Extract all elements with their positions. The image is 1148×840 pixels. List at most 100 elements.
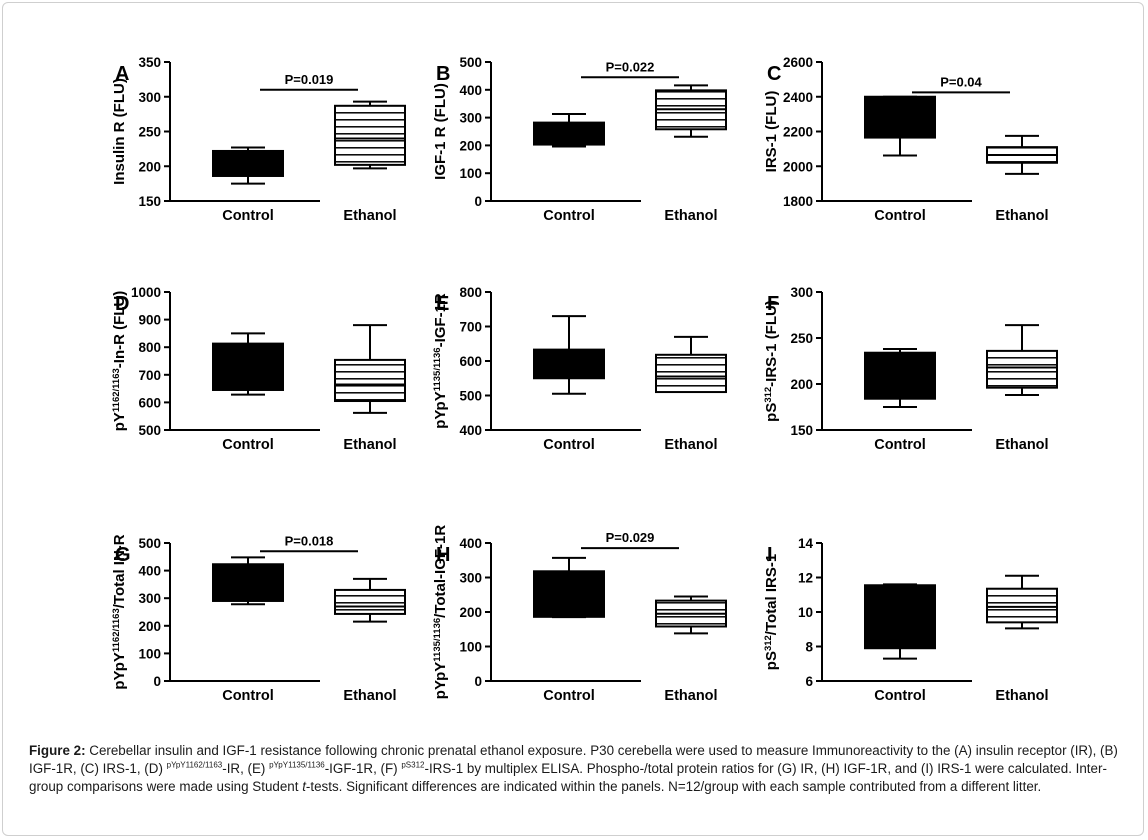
y-tick-label: 500 <box>138 536 161 551</box>
x-category-label: Control <box>874 437 926 453</box>
y-tick-label: 700 <box>459 320 482 335</box>
y-axis-label: IRS-1 (FLU) <box>763 91 780 173</box>
panel-letter: E <box>436 293 449 315</box>
box-iqr <box>986 587 1058 624</box>
x-category-label: Ethanol <box>343 437 396 453</box>
y-tick-label: 100 <box>138 646 161 661</box>
figure-panels: A 150 200 250 300 350 Insulin R (FLU) Control Et… <box>111 55 1058 704</box>
y-axis-label: pYpY1162/1163/Total IN-R <box>111 534 129 689</box>
y-tick-label: 600 <box>138 395 161 410</box>
x-category-label: Control <box>222 688 274 704</box>
panel-g: G 0 100 200 300 400 500 pYpY1162/1163/Total IN-… <box>111 533 406 704</box>
y-axis-label-text: -IGF-1R <box>432 293 449 347</box>
y-axis-label: pS312/Total IRS-1 <box>763 554 781 670</box>
y-tick-label: 500 <box>459 55 482 70</box>
box-control: Control <box>864 583 936 704</box>
box-control: Control <box>533 556 605 704</box>
p-value-annotation: P=0.019 <box>285 72 334 87</box>
x-category-label: Control <box>543 437 595 453</box>
caption-superscript: pYpY1135/1136 <box>269 760 325 770</box>
x-category-label: Control <box>222 437 274 453</box>
box-iqr <box>334 104 406 166</box>
y-tick-label: 150 <box>790 423 813 438</box>
caption-text: -IRS-1 by multiplex ELISA. Phospho-/tota… <box>29 761 1107 794</box>
y-axis-label-text: -IRS-1 (FLU) <box>763 300 780 387</box>
y-axis-label-text: pY <box>111 412 128 431</box>
x-category-label: Ethanol <box>995 688 1048 704</box>
y-axis-label: pS312-IRS-1 (FLU) <box>763 300 781 422</box>
box-ethanol: Ethanol <box>334 324 406 453</box>
y-tick-label: 250 <box>790 331 813 346</box>
y-tick-label: 10 <box>798 605 813 620</box>
y-tick-label: 100 <box>459 640 482 655</box>
box-iqr <box>533 121 605 146</box>
panel-letter: D <box>115 293 129 315</box>
caption-italic: t <box>302 779 306 794</box>
y-axis-label-text: /Total IRS-1 <box>763 554 780 635</box>
panel-letter: A <box>115 63 129 85</box>
caption-text: -tests. Significant differences are indi… <box>305 779 1042 794</box>
box-ethanol: Ethanol <box>655 84 727 224</box>
y-axis-label: IGF-1 R (FLU) <box>432 83 449 180</box>
box-control: Control <box>212 332 284 453</box>
p-value-annotation: P=0.04 <box>940 74 982 89</box>
y-axis-label-text: pS <box>763 403 780 422</box>
y-tick-label: 800 <box>459 285 482 300</box>
y-tick-label: 300 <box>138 90 161 105</box>
y-axis-label-superscript: 1162/1163 <box>111 608 122 652</box>
y-tick-label: 2000 <box>783 159 813 174</box>
x-category-label: Control <box>543 208 595 224</box>
y-tick-label: 400 <box>459 536 482 551</box>
panel-letter: F <box>767 293 779 315</box>
box-iqr <box>986 349 1058 389</box>
x-category-label: Ethanol <box>995 208 1048 224</box>
caption-text: -IGF-1R, (F) <box>324 761 402 776</box>
box-control: Control <box>864 95 936 224</box>
y-tick-label: 14 <box>798 536 814 551</box>
box-control: Control <box>212 556 284 704</box>
y-tick-label: 6 <box>805 674 813 689</box>
box-iqr <box>533 570 605 618</box>
caption-text: -IR, (E) <box>222 761 270 776</box>
box-control: Control <box>533 112 605 224</box>
y-axis-label-superscript: 1135/1136 <box>432 618 443 662</box>
box-ethanol: Ethanol <box>334 577 406 704</box>
y-tick-label: 200 <box>790 377 813 392</box>
y-tick-label: 400 <box>459 83 482 98</box>
y-tick-label: 1000 <box>131 285 161 300</box>
y-tick-label: 200 <box>459 605 482 620</box>
y-tick-label: 2400 <box>783 90 813 105</box>
y-tick-label: 200 <box>459 138 482 153</box>
y-axis-label-text: IGF-1 R (FLU) <box>432 83 449 180</box>
x-category-label: Ethanol <box>995 437 1048 453</box>
caption-label: Figure 2: <box>29 743 86 758</box>
panel-letter: G <box>115 544 131 566</box>
box-iqr <box>864 95 936 139</box>
y-axis-label-superscript: 1135/1136 <box>432 347 443 391</box>
y-tick-label: 150 <box>138 194 161 209</box>
y-tick-label: 500 <box>138 423 161 438</box>
p-value-annotation: P=0.018 <box>285 533 334 548</box>
y-tick-label: 0 <box>474 194 482 209</box>
y-tick-label: 500 <box>459 389 482 404</box>
box-ethanol: Ethanol <box>334 100 406 224</box>
box-ethanol: Ethanol <box>655 595 727 704</box>
box-control: Control <box>864 348 936 453</box>
y-axis-label: pYpY1135/1136-IGF-1R <box>432 293 450 429</box>
x-category-label: Ethanol <box>664 437 717 453</box>
y-tick-label: 300 <box>138 591 161 606</box>
box-ethanol: Ethanol <box>986 324 1058 453</box>
panel-c: C 1800 2000 2200 2400 2600 IRS-1 (FLU) Control E… <box>763 55 1058 224</box>
panel-e: E 400 500 600 700 800 pYpY1135/1136-IGF-1R Cont… <box>432 285 727 453</box>
x-category-label: Ethanol <box>343 688 396 704</box>
y-tick-label: 1800 <box>783 194 813 209</box>
box-iqr <box>334 588 406 615</box>
y-tick-label: 200 <box>138 619 161 634</box>
panel-i: I 6 8 10 12 14 pS312/Total IRS-1 Control Ethanol <box>763 536 1058 704</box>
box-ethanol: Ethanol <box>986 134 1058 224</box>
panel-letter: I <box>767 544 773 566</box>
y-axis-label-text: /Total-IGF-1R <box>432 525 449 618</box>
y-axis-label-text: pYpY <box>432 391 449 429</box>
caption-superscript: pS312 <box>401 760 425 770</box>
